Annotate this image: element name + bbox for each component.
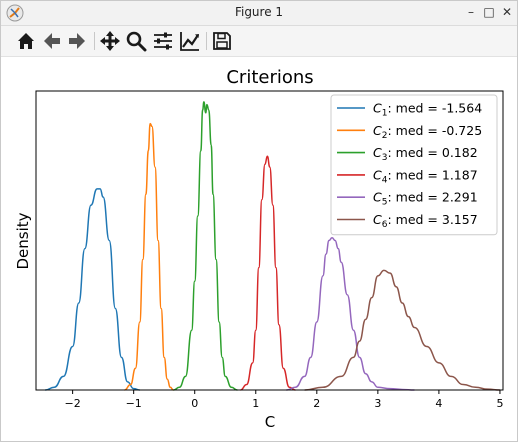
legend-item: C1: med = -1.564: [337, 101, 482, 119]
matplotlib-logo-icon: [6, 4, 24, 22]
pan-button[interactable]: [99, 30, 121, 52]
legend-label: C2: med = -0.725: [373, 123, 482, 141]
legend-item: C6: med = 3.157: [337, 212, 478, 230]
window-title: Figure 1: [234, 5, 284, 19]
toolbar-separator: [94, 32, 95, 50]
title-bar[interactable]: Figure 1 – □ ✕: [1, 1, 517, 26]
sliders-icon: [154, 32, 172, 50]
zoom-button[interactable]: [125, 30, 147, 52]
series-line-c3: [173, 101, 238, 391]
save-button[interactable]: [211, 30, 233, 52]
x-tick-label: 0: [191, 397, 198, 410]
legend-label: C1: med = -1.564: [373, 101, 482, 119]
home-button[interactable]: [15, 30, 37, 52]
legend-item: C4: med = 1.187: [337, 167, 478, 185]
legend-item: C2: med = -0.725: [337, 123, 482, 141]
series-line-c4: [240, 155, 296, 391]
minimize-button[interactable]: –: [468, 5, 474, 19]
home-icon: [18, 33, 34, 49]
x-tick-label: 5: [496, 397, 503, 410]
series-line-c6: [304, 269, 500, 391]
configure-subplots-button[interactable]: [152, 30, 174, 52]
x-tick-label: 1: [252, 397, 259, 410]
edit-axis-button[interactable]: [179, 30, 201, 52]
axes-frame: [35, 90, 504, 391]
arrow-right-icon: [69, 33, 85, 49]
forward-button[interactable]: [66, 30, 88, 52]
series-line-c1: [45, 188, 140, 391]
series-line-c5: [286, 237, 415, 391]
maximize-button[interactable]: □: [483, 5, 495, 19]
plot-area: [45, 101, 500, 391]
legend: C1: med = -1.564 C2: med = -0.725 C3: med …: [330, 94, 498, 236]
legend-box: [330, 94, 498, 236]
back-button[interactable]: [41, 30, 63, 52]
legend-label: C5: med = 2.291: [373, 190, 478, 208]
arrow-left-icon: [44, 33, 60, 49]
x-tick-label: 4: [435, 397, 442, 410]
legend-label: C3: med = 0.182: [373, 145, 478, 163]
legend-item: C5: med = 2.291: [337, 190, 478, 208]
figure-canvas[interactable]: Criterions −2 −1 0 1 2 3 4 5 C Density C1: med …: [1, 57, 517, 441]
legend-item: C3: med = 0.182: [337, 145, 478, 163]
legend-label: C4: med = 1.187: [373, 167, 478, 185]
y-axis-label: Density: [14, 212, 32, 269]
line-chart-icon: [180, 32, 199, 51]
close-button[interactable]: ✕: [501, 5, 513, 19]
x-axis: −2 −1 0 1 2 3 4 5: [65, 390, 503, 410]
move-icon: [100, 31, 120, 51]
x-axis-label: C: [265, 413, 275, 431]
toolbar-separator: [206, 32, 207, 50]
series-line-c2: [124, 122, 174, 391]
magnifier-icon: [126, 31, 147, 52]
x-tick-label: −1: [126, 397, 142, 410]
legend-label: C6: med = 3.157: [373, 212, 478, 230]
x-tick-label: −2: [65, 397, 81, 410]
navigation-toolbar: [1, 26, 517, 57]
chart-title: Criterions: [226, 67, 313, 88]
x-tick-label: 3: [374, 397, 381, 410]
floppy-disk-icon: [213, 32, 231, 50]
x-tick-label: 2: [313, 397, 320, 410]
